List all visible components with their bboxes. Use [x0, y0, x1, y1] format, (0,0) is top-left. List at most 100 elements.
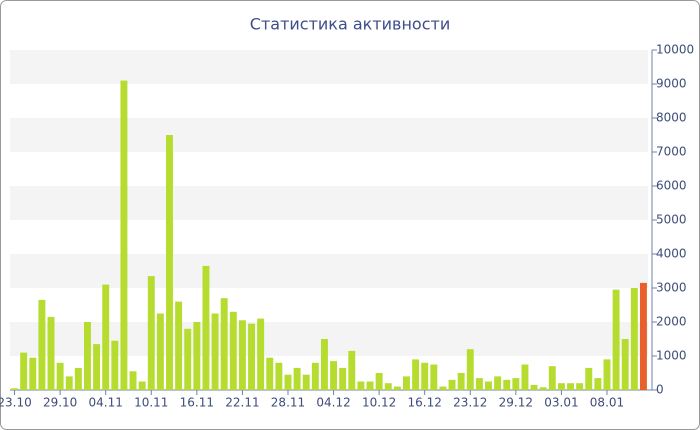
bar — [248, 323, 255, 390]
bar — [630, 288, 638, 390]
bar — [530, 384, 538, 390]
bar — [11, 388, 19, 390]
bar — [576, 383, 584, 390]
bar — [293, 367, 301, 390]
bar — [193, 322, 201, 390]
y-tick-label: 9000 — [656, 77, 687, 91]
bar — [238, 320, 246, 390]
x-tick-label: 23.10 — [0, 396, 32, 410]
x-tick-label: 16.12 — [408, 396, 442, 410]
x-tick-label: 29.12 — [499, 396, 533, 410]
x-tick-label: 04.11 — [89, 396, 123, 410]
bar — [202, 265, 210, 390]
bar — [129, 371, 137, 390]
bar — [384, 383, 392, 390]
bar — [494, 376, 502, 390]
bar — [166, 135, 173, 390]
x-tick-label: 23.12 — [453, 396, 487, 410]
bar — [393, 386, 401, 390]
bar — [184, 328, 192, 390]
bar — [330, 361, 338, 390]
bar — [603, 359, 611, 390]
x-tick-label: 04.12 — [316, 396, 350, 410]
bar — [512, 378, 520, 390]
y-tick-label: 5000 — [656, 213, 687, 227]
y-tick-label: 10000 — [656, 43, 694, 57]
bar — [457, 373, 465, 390]
x-tick-label: 22.11 — [225, 396, 259, 410]
bar — [548, 366, 556, 390]
bar — [266, 357, 274, 390]
bar — [485, 381, 492, 390]
bar — [639, 282, 647, 390]
bar — [93, 344, 101, 390]
x-tick-label: 03.01 — [544, 396, 578, 410]
bar — [20, 352, 28, 390]
bar — [156, 313, 164, 390]
bar — [612, 289, 620, 390]
bar — [138, 381, 146, 390]
bar — [421, 362, 429, 390]
x-tick-label: 29.10 — [43, 396, 77, 410]
bar — [503, 379, 511, 390]
bar — [348, 350, 356, 390]
grid-band — [10, 118, 648, 152]
bar — [29, 357, 37, 390]
bar — [311, 362, 319, 390]
x-tick-label: 16.11 — [180, 396, 214, 410]
bar — [147, 276, 155, 390]
bar — [320, 339, 328, 390]
bar — [74, 367, 82, 390]
bar — [65, 376, 73, 390]
bar — [357, 381, 365, 390]
bar — [56, 362, 64, 390]
bar — [284, 374, 292, 390]
bar — [229, 311, 237, 390]
bar — [38, 299, 46, 390]
bar — [366, 381, 374, 390]
bar — [403, 376, 410, 390]
bar — [111, 340, 119, 390]
bar — [521, 364, 529, 390]
bar — [375, 373, 383, 390]
y-tick-label: 8000 — [656, 111, 687, 125]
y-tick-label: 7000 — [656, 145, 687, 159]
y-tick-label: 2000 — [656, 315, 687, 329]
bar — [257, 318, 265, 390]
bar — [621, 339, 629, 390]
x-tick-label: 10.11 — [134, 396, 168, 410]
bar — [567, 383, 574, 390]
bar — [47, 316, 55, 390]
y-tick-label: 0 — [656, 383, 664, 397]
bar — [466, 349, 474, 390]
x-tick-label: 28.11 — [271, 396, 305, 410]
y-tick-label: 4000 — [656, 247, 687, 261]
bar — [275, 362, 283, 390]
bar — [539, 387, 547, 390]
bar — [339, 367, 347, 390]
chart-title: Статистика активности — [250, 15, 450, 34]
bar — [557, 383, 565, 390]
bar — [102, 284, 110, 390]
y-tick-label: 3000 — [656, 281, 687, 295]
grid-band — [10, 254, 648, 288]
y-tick-label: 6000 — [656, 179, 687, 193]
grid-band — [10, 50, 648, 84]
bar — [448, 379, 456, 390]
bar — [475, 378, 483, 390]
bar — [220, 298, 228, 390]
x-tick-label: 08.01 — [590, 396, 624, 410]
bar — [430, 364, 438, 390]
bar — [585, 367, 593, 390]
bar — [120, 80, 128, 390]
bar — [594, 378, 602, 390]
y-tick-label: 1000 — [656, 349, 687, 363]
x-tick-label: 10.12 — [362, 396, 396, 410]
grid-band — [10, 186, 648, 220]
bar — [439, 386, 447, 390]
bar — [302, 374, 310, 390]
bar — [412, 359, 420, 390]
bar — [84, 322, 91, 390]
bar — [211, 313, 219, 390]
